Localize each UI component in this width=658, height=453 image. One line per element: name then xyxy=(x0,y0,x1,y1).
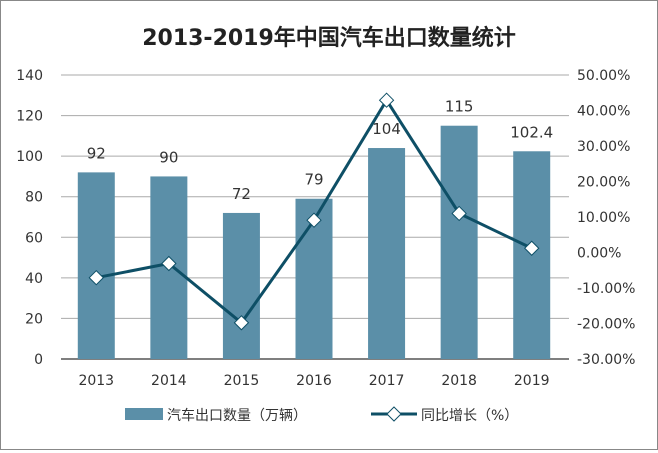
right-tick-label: 10.00% xyxy=(577,210,630,226)
x-tick-label: 2014 xyxy=(151,373,187,389)
line-marker xyxy=(378,92,395,108)
right-tick-label: -30.00% xyxy=(577,352,635,368)
left-tick-label: 0 xyxy=(34,352,43,368)
left-tick-label: 20 xyxy=(25,311,43,327)
bar-data-label: 102.4 xyxy=(510,123,553,141)
right-tick-label: 30.00% xyxy=(577,139,630,155)
left-tick-label: 80 xyxy=(25,190,43,206)
bar xyxy=(222,212,260,359)
left-tick-label: 40 xyxy=(25,271,43,287)
bar-data-label: 115 xyxy=(445,98,474,116)
right-tick-label: -10.00% xyxy=(577,281,635,297)
line-marker xyxy=(524,240,540,256)
bar-data-label: 92 xyxy=(87,144,106,162)
bar-data-label: 104 xyxy=(372,120,401,138)
legend-diamond-icon xyxy=(386,406,402,422)
legend-line-label: 同比增长（%） xyxy=(421,408,518,424)
chart-title: 2013-2019年中国汽车出口数量统计 xyxy=(142,25,516,51)
legend-bar-label: 汽车出口数量（万辆） xyxy=(167,407,307,424)
bar-data-label: 79 xyxy=(304,171,323,189)
bar xyxy=(440,125,478,359)
line-marker xyxy=(306,212,322,228)
left-tick-label: 120 xyxy=(16,109,43,125)
right-tick-label: 40.00% xyxy=(577,104,630,120)
line-marker xyxy=(233,315,250,331)
bar xyxy=(77,172,115,359)
legend-bar-swatch xyxy=(125,408,163,420)
right-tick-label: 20.00% xyxy=(577,175,630,191)
left-tick-label: 140 xyxy=(16,68,43,84)
bar-data-label: 72 xyxy=(232,185,251,203)
line-marker xyxy=(451,205,467,222)
right-tick-label: 50.00% xyxy=(577,68,630,84)
right-tick-label: -20.00% xyxy=(577,317,635,333)
x-tick-label: 2018 xyxy=(441,373,477,389)
line-marker xyxy=(88,269,104,286)
bar-data-label: 90 xyxy=(159,148,178,166)
x-tick-label: 2019 xyxy=(514,373,550,389)
bar xyxy=(368,148,406,359)
right-tick-label: 0.00% xyxy=(577,246,621,262)
x-tick-label: 2016 xyxy=(296,373,332,389)
left-tick-label: 60 xyxy=(25,230,43,246)
line-marker xyxy=(161,255,177,272)
left-tick-label: 100 xyxy=(16,149,43,165)
x-tick-label: 2017 xyxy=(369,373,405,389)
x-tick-label: 2015 xyxy=(224,373,260,389)
x-tick-label: 2013 xyxy=(78,373,114,389)
